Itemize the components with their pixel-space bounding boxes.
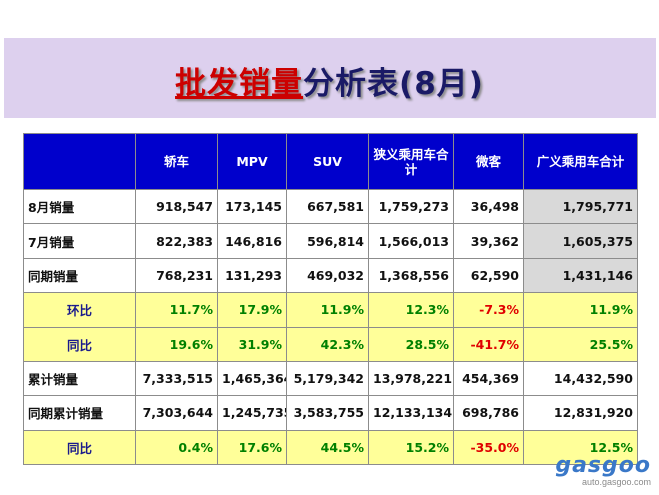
table-cell: 146,816 [217, 223, 287, 259]
table-cell: 62,590 [453, 257, 524, 294]
title-banner [4, 38, 656, 118]
table-cell: 596,814 [286, 223, 369, 259]
table-cell: 1,795,771 [523, 188, 638, 225]
table-cell: 7,333,515 [135, 360, 218, 397]
row-label: 8月销量 [23, 188, 136, 225]
table-cell: -35.0% [453, 429, 524, 466]
table-cell: 15.2% [368, 429, 454, 466]
table-cell: 1,759,273 [368, 188, 454, 225]
header-cell-broad-total: 广义乘用车合计 [523, 133, 638, 190]
table-cell: 1,605,375 [523, 223, 638, 259]
table-cell: 42.3% [286, 326, 369, 362]
watermark-url: auto.gasgoo.com [581, 477, 651, 487]
gasgoo-logo: gasgoo [555, 453, 651, 478]
table-cell: 14,432,590 [523, 360, 638, 397]
table-cell: 822,383 [135, 223, 218, 259]
table-cell: 667,581 [286, 188, 369, 225]
table-cell: 28.5% [368, 326, 454, 362]
table-cell: 17.6% [217, 429, 287, 466]
table-cell: 918,547 [135, 188, 218, 225]
table-cell: 0.4% [135, 429, 218, 466]
table-row: 同期销量 768,231 131,293 469,032 1,368,556 62,590… [23, 257, 638, 294]
table-cell: 7,303,644 [135, 395, 218, 431]
row-label: 同期累计销量 [23, 395, 136, 431]
table-row: 累计销量 7,333,515 1,465,364 5,179,342 13,978,22… [23, 360, 638, 397]
table-cell: 11.9% [523, 292, 638, 328]
row-label: 同期销量 [23, 257, 136, 294]
title-part-2: 分析表(8月) [303, 66, 484, 102]
table-cell: 36,498 [453, 188, 524, 225]
table-cell: 12,133,134 [368, 395, 454, 431]
table-cell: 12,831,920 [523, 395, 638, 431]
header-cell-narrow-total: 狭义乘用车合计 [368, 133, 454, 190]
table-cell: 11.9% [286, 292, 369, 328]
row-label: 7月销量 [23, 223, 136, 259]
table-cell: 454,369 [453, 360, 524, 397]
table-row: 7月销量 822,383 146,816 596,814 1,566,013 39,362… [23, 223, 638, 259]
table-cell: 1,431,146 [523, 257, 638, 294]
table-cell: -41.7% [453, 326, 524, 362]
table-cell: 1,245,735 [217, 395, 287, 431]
table-cell: 1,465,364 [217, 360, 287, 397]
table-cell: 768,231 [135, 257, 218, 294]
table-row: 环比 11.7% 17.9% 11.9% 12.3% -7.3% 11.9% [23, 292, 638, 328]
sales-table: 轿车 MPV SUV 狭义乘用车合计 微客 广义乘用车合计 8月销量 918,54… [23, 133, 638, 466]
table-cell: 44.5% [286, 429, 369, 466]
page-title: 批发销量分析表(8月) [0, 58, 659, 103]
table-row: 同比 19.6% 31.9% 42.3% 28.5% -41.7% 25.5% [23, 326, 638, 362]
table-cell: 698,786 [453, 395, 524, 431]
row-label: 环比 [23, 292, 136, 328]
table-cell: 13,978,221 [368, 360, 454, 397]
title-part-1: 批发销量 [175, 66, 304, 102]
row-label: 累计销量 [23, 360, 136, 397]
table-cell: 11.7% [135, 292, 218, 328]
table-cell: 17.9% [217, 292, 287, 328]
table-cell: 31.9% [217, 326, 287, 362]
table-cell: -7.3% [453, 292, 524, 328]
table-cell: 12.5% [523, 429, 638, 466]
table-cell: 173,145 [217, 188, 287, 225]
table-row: 同期累计销量 7,303,644 1,245,735 3,583,755 12,133,… [23, 395, 638, 431]
table-cell: 469,032 [286, 257, 369, 294]
header-cell-mpv: MPV [217, 133, 287, 190]
table-header-row: 轿车 MPV SUV 狭义乘用车合计 微客 广义乘用车合计 [23, 133, 638, 190]
table-cell: 39,362 [453, 223, 524, 259]
gasgoo-watermark: gasgoo auto.gasgoo.com [547, 455, 651, 491]
row-label: 同比 [23, 326, 136, 362]
table-cell: 1,368,556 [368, 257, 454, 294]
header-cell-suv: SUV [286, 133, 369, 190]
table-cell: 131,293 [217, 257, 287, 294]
table-cell: 25.5% [523, 326, 638, 362]
table-cell: 12.3% [368, 292, 454, 328]
table-row: 同比 0.4% 17.6% 44.5% 15.2% -35.0% 12.5% [23, 429, 638, 466]
row-label: 同比 [23, 429, 136, 466]
table-cell: 1,566,013 [368, 223, 454, 259]
table-cell: 3,583,755 [286, 395, 369, 431]
header-cell-corner [23, 133, 136, 190]
table-cell: 19.6% [135, 326, 218, 362]
table-row: 8月销量 918,547 173,145 667,581 1,759,273 36,498… [23, 188, 638, 225]
table-cell: 5,179,342 [286, 360, 369, 397]
table-body: 8月销量 918,547 173,145 667,581 1,759,273 36,498… [23, 188, 638, 466]
header-cell-minivan: 微客 [453, 133, 524, 190]
header-cell-sedan: 轿车 [135, 133, 218, 190]
